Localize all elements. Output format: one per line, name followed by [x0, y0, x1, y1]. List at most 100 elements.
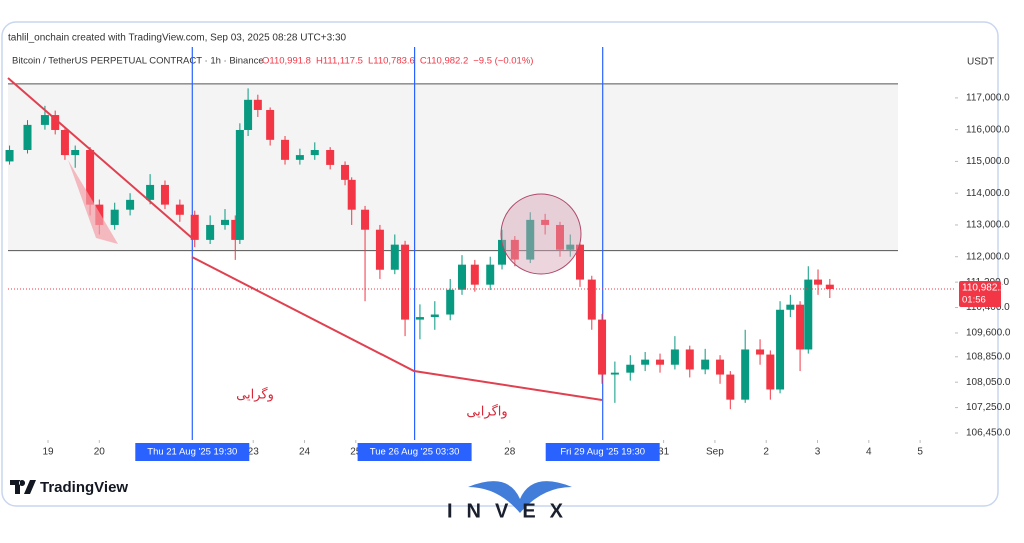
candle-body: [510, 239, 519, 260]
highlight-circle: [500, 193, 582, 275]
x-tick-label: 19: [42, 447, 54, 458]
candle-body: [361, 209, 370, 230]
x-tick-label: 3: [815, 447, 821, 458]
y-tick-label: 109,600.0: [966, 328, 1011, 339]
candle-body: [40, 115, 49, 125]
logo-mark: [468, 481, 572, 513]
last-price-label: 110,982.2: [962, 283, 1006, 294]
annotation: واگرایی: [466, 403, 507, 419]
marker-label: Fri 29 Aug '25 19:30: [560, 447, 645, 458]
marker-label: Thu 21 Aug '25 19:30: [147, 447, 237, 458]
marker-box: [545, 443, 660, 461]
candle-body: [71, 149, 80, 156]
candle-body: [566, 244, 575, 250]
candle-body: [685, 349, 694, 370]
currency: USDT: [967, 57, 994, 68]
ohlc-value: H111,117.5: [316, 56, 363, 67]
candle-body: [415, 317, 424, 320]
y-tick-label: 110,400.0: [966, 302, 1010, 313]
candle-body: [656, 359, 665, 365]
candle-body: [587, 279, 596, 320]
candle-body: [23, 124, 32, 150]
countdown: 01:56: [962, 295, 986, 306]
plot: 117,000.0 116,000.0 115,000.0 114,000.0 113,…: [5, 47, 1011, 461]
symbol: Bitcoin / TetherUS PERPETUAL CONTRACT · …: [12, 56, 264, 67]
candle-body: [160, 184, 169, 205]
candle-body: [347, 179, 356, 210]
candle-body: [231, 219, 240, 240]
candle-body: [766, 354, 775, 390]
y-tick-label: 107,250.0: [966, 402, 1011, 413]
candle-body: [110, 209, 119, 225]
candle-body: [814, 279, 823, 285]
y-tick-label: 114,000.0: [966, 188, 1010, 199]
candle-body: [541, 219, 550, 225]
candle-body: [701, 359, 710, 370]
candle-body: [190, 214, 199, 240]
logo: INVEX: [447, 500, 577, 522]
candle-body: [253, 99, 262, 110]
candle-body: [470, 264, 479, 285]
x-tick-label: 2: [763, 447, 769, 458]
candle-body: [326, 149, 335, 165]
candle-body: [804, 279, 813, 350]
x-tick-label: 23: [248, 447, 260, 458]
candle-body: [575, 244, 584, 280]
candle-body: [5, 149, 14, 162]
ohlc-value: L110,783.6: [368, 56, 415, 67]
candle-body: [430, 314, 439, 318]
candle-body: [726, 374, 735, 400]
candle-body: [146, 184, 155, 200]
candle-body: [266, 109, 275, 140]
candle-body: [786, 304, 795, 310]
x-tick-label: 28: [504, 447, 516, 458]
x-tick-label: Sep: [706, 447, 724, 458]
candle-body: [175, 204, 184, 215]
candle-body: [458, 264, 467, 290]
candle-body: [446, 289, 455, 315]
candle-body: [498, 239, 507, 265]
candle-body: [670, 349, 679, 365]
tv-logo: [10, 480, 36, 494]
candle-body: [756, 349, 765, 355]
ohlc-value: C110,982.2: [420, 56, 468, 67]
marker-label: Tue 26 Aug '25 03:30: [370, 447, 460, 458]
candle-body: [796, 304, 805, 350]
x-tick-label: 24: [299, 447, 311, 458]
y-tick-label: 113,000.0: [966, 220, 1010, 231]
marker-box: [357, 443, 472, 461]
marker-box: [135, 443, 250, 461]
candle-body: [295, 155, 304, 160]
candle-body: [235, 129, 244, 240]
candle-body: [281, 139, 290, 160]
candle-body: [310, 149, 319, 156]
y-tick-label: 117,000.0: [966, 93, 1010, 104]
y-tick-label: 106,450.0: [966, 428, 1011, 439]
candle-body: [51, 115, 60, 130]
candle-body: [401, 244, 410, 320]
candle-body: [641, 359, 650, 365]
candle-body: [390, 244, 399, 270]
wedge: [68, 160, 118, 244]
candle-body: [244, 99, 253, 130]
candle-body: [86, 149, 95, 205]
y-tick-label: 115,000.0: [966, 156, 1010, 167]
candle-body: [486, 264, 495, 285]
y-tick-label: 108,850.0: [966, 351, 1011, 362]
credit: tahlil_onchain created with TradingView.…: [8, 33, 347, 44]
platform: TradingView: [40, 479, 128, 496]
candle-body: [610, 372, 619, 375]
x-tick-label: 5: [917, 447, 923, 458]
x-tick-label: 25: [350, 447, 362, 458]
ohlc-value: O110,991.8: [262, 56, 311, 67]
x-tick-label: 31: [658, 447, 670, 458]
x-tick-label: 4: [866, 447, 872, 458]
ohlc-value: −9.5 (−0.01%): [473, 56, 533, 67]
trend-line: [191, 256, 603, 401]
x-tick-label: 20: [94, 447, 106, 458]
range-box: [8, 83, 898, 251]
candle-body: [341, 164, 350, 180]
trend-line: [7, 77, 193, 239]
candle-body: [60, 129, 69, 156]
